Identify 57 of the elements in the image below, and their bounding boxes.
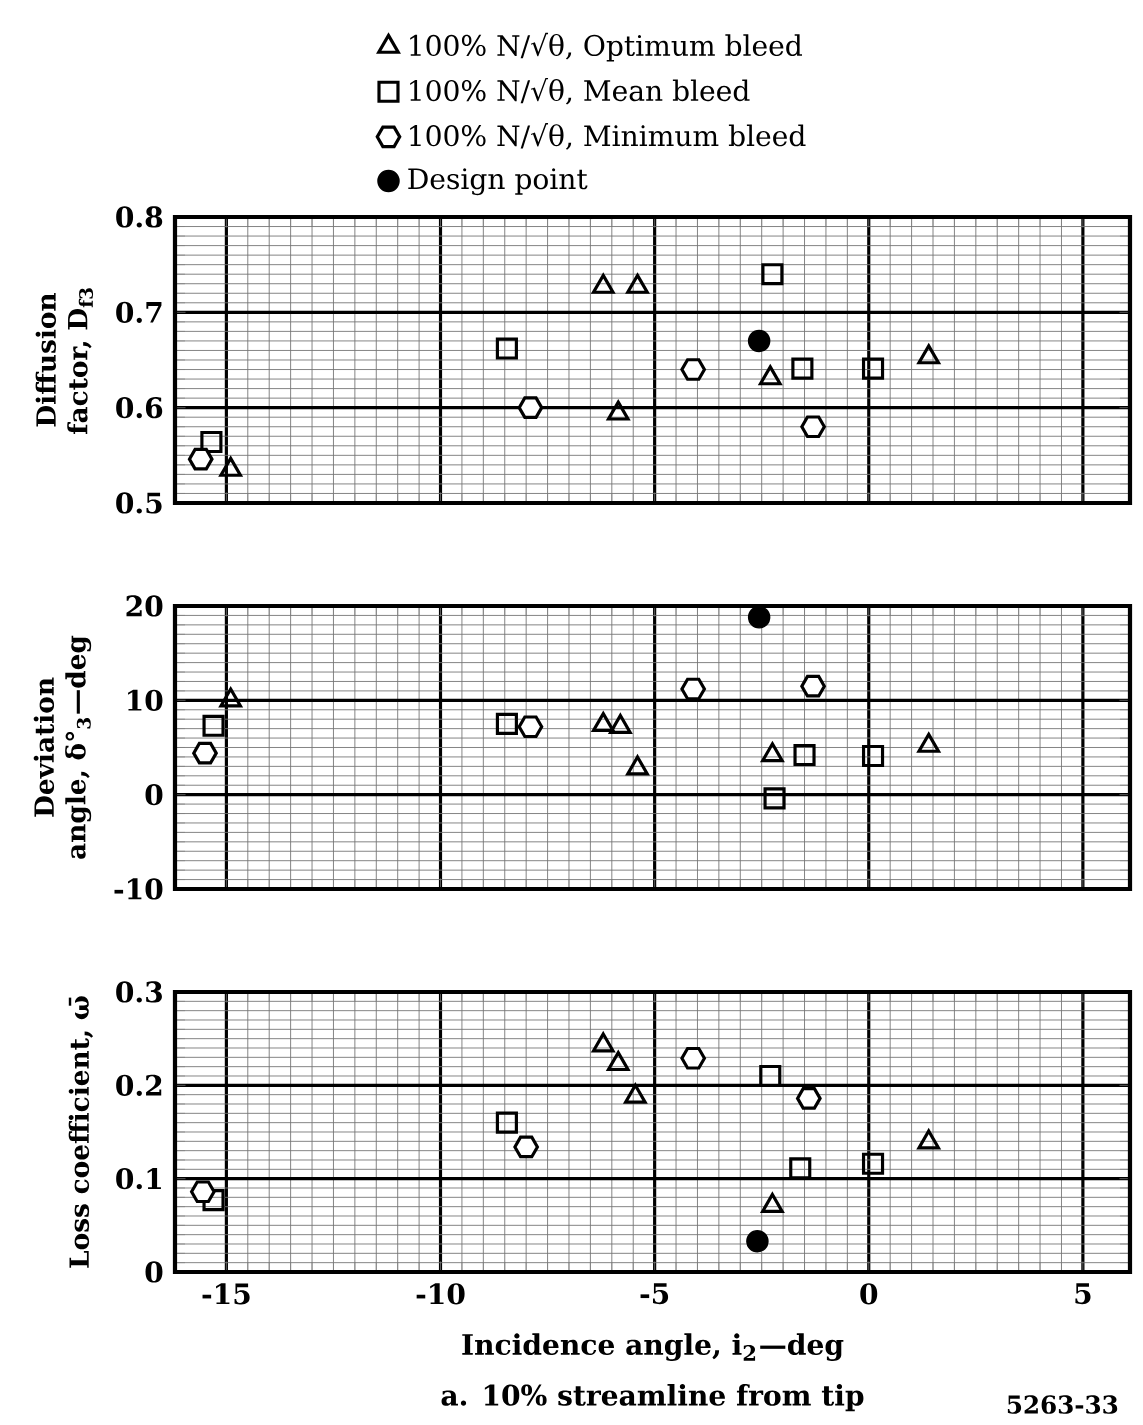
point bbox=[202, 1189, 225, 1212]
point bbox=[761, 263, 784, 286]
point bbox=[202, 714, 225, 737]
point bbox=[793, 743, 816, 767]
point bbox=[680, 677, 707, 701]
point bbox=[495, 337, 518, 360]
y-tick-label: 10 bbox=[128, 689, 163, 711]
y-tick-label: 0 bbox=[145, 1261, 163, 1283]
text: 5263-33 bbox=[1007, 1395, 1118, 1414]
x-tick-label: 5 bbox=[1075, 1283, 1091, 1305]
point bbox=[763, 787, 786, 810]
x-axis-title: Incidence angle, i$_{2}$—deg bbox=[462, 1333, 844, 1361]
point bbox=[800, 674, 826, 698]
y-tick-label: 0 bbox=[145, 784, 163, 806]
point bbox=[591, 1032, 615, 1053]
y-tick-label: 0.3 bbox=[116, 981, 162, 1003]
x-tick-label: -5 bbox=[640, 1283, 669, 1305]
y-tick-label: 0.5 bbox=[116, 492, 162, 514]
point bbox=[680, 1046, 707, 1070]
point bbox=[187, 447, 214, 471]
point bbox=[861, 1152, 885, 1175]
y-tick-label: 0.2 bbox=[116, 1074, 162, 1096]
point bbox=[192, 741, 218, 765]
point bbox=[747, 606, 771, 629]
x-tick-label: 0 bbox=[860, 1283, 878, 1305]
point bbox=[517, 715, 544, 739]
point bbox=[789, 1157, 812, 1180]
point bbox=[680, 358, 707, 381]
point bbox=[495, 712, 518, 735]
point bbox=[861, 357, 885, 380]
point bbox=[746, 1229, 769, 1253]
legend-label: 100% N/√θ, Optimum bleed bbox=[410, 32, 803, 62]
point bbox=[190, 1180, 216, 1204]
y-tick-label: -10 bbox=[114, 878, 163, 900]
y-tick-label: 0.8 bbox=[116, 206, 163, 228]
text: a. 10% streamline from tip bbox=[441, 1384, 864, 1412]
point bbox=[517, 396, 544, 419]
point bbox=[800, 415, 826, 439]
legend-label: Design point bbox=[408, 168, 588, 196]
point bbox=[513, 1135, 539, 1159]
y-axis-title: Loss coefficient, ω̄ bbox=[68, 996, 94, 1268]
point bbox=[861, 744, 885, 768]
x-tick-label: -15 bbox=[202, 1283, 250, 1305]
y-axis-title: Diffusion factor, D$_{f3}$ bbox=[35, 288, 94, 434]
point bbox=[795, 1087, 822, 1110]
point bbox=[606, 1051, 630, 1072]
legend-label: 100% N/√θ, Minimum bleed bbox=[410, 123, 806, 150]
point bbox=[791, 357, 814, 380]
point bbox=[747, 329, 771, 353]
legend-label: 100% N/√θ, Mean bleed bbox=[410, 77, 750, 105]
y-tick-label: 0.1 bbox=[116, 1168, 161, 1190]
point bbox=[200, 430, 223, 454]
point bbox=[495, 1111, 518, 1134]
y-tick-label: 0.7 bbox=[116, 301, 162, 323]
y-tick-label: 0.6 bbox=[116, 397, 163, 419]
y-tick-label: 20 bbox=[126, 595, 163, 617]
x-tick-label: -10 bbox=[416, 1283, 465, 1305]
